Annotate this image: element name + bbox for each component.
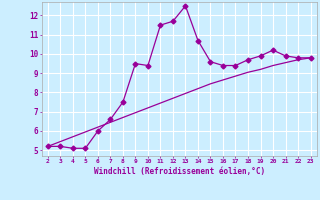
X-axis label: Windchill (Refroidissement éolien,°C): Windchill (Refroidissement éolien,°C)	[94, 167, 265, 176]
